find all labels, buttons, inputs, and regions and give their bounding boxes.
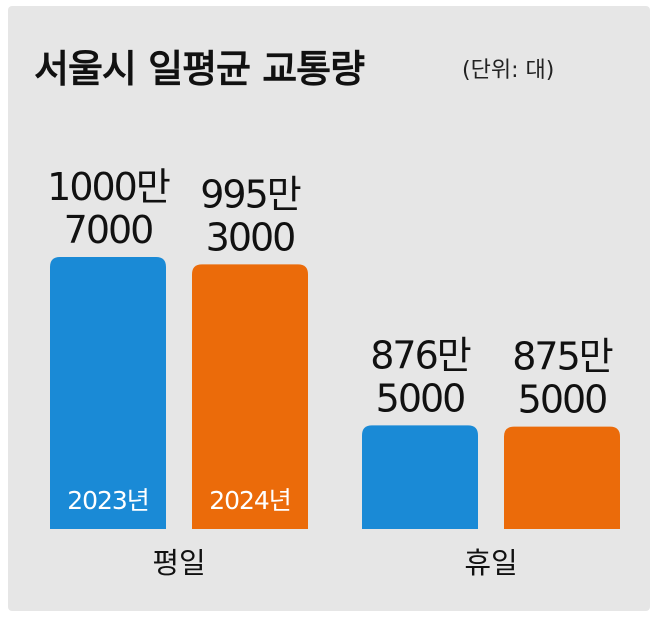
series-label-2023년: 2023년 [67,486,149,515]
bar-평일-2024년 [192,264,308,529]
bar-휴일-2023년 [362,425,478,529]
series-label-2024년: 2024년 [209,486,291,515]
chart-title: 서울시 일평균 교통량 [34,47,365,91]
value-label-평일-2023년-2: 7000 [64,208,153,252]
value-label-휴일-2024년-2: 5000 [518,378,607,422]
category-label-휴일: 휴일 [464,546,517,580]
category-label-평일: 평일 [152,546,205,580]
value-label-휴일-2023년-1: 876만 [370,333,471,377]
value-label-평일-2024년-1: 995만 [200,172,301,216]
value-label-휴일-2024년-1: 875만 [512,335,613,379]
value-label-평일-2023년-1: 1000만 [47,165,170,209]
unit-label: (단위: 대) [462,58,555,83]
value-label-휴일-2023년-2: 5000 [376,376,465,420]
value-label-평일-2024년-2: 3000 [206,215,295,259]
bar-평일-2023년 [50,257,166,529]
bar-휴일-2024년 [504,426,620,529]
